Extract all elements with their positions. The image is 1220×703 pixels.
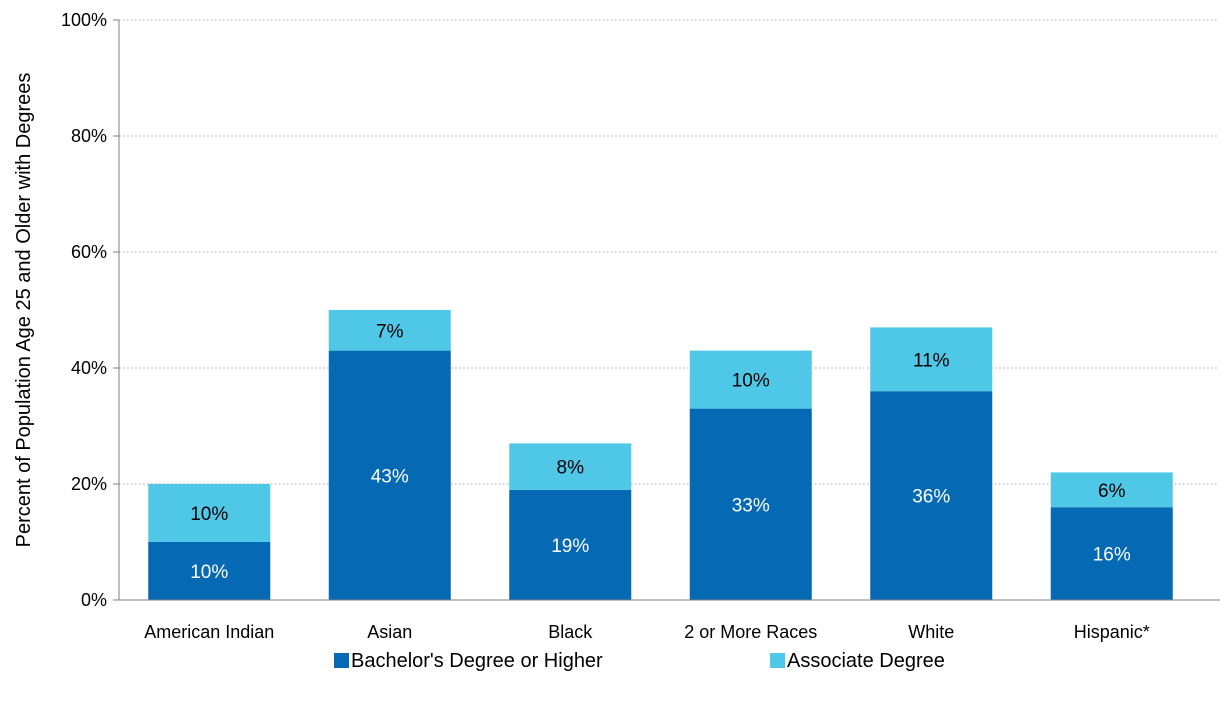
x-category-label: Asian — [367, 622, 412, 642]
legend: Bachelor's Degree or Higher Associate De… — [334, 650, 945, 672]
bars — [148, 310, 1173, 600]
data-labels: 10% 10% 43% 7% 19% 8% 33% 10% 36% 11% 16% 6% — [190, 321, 1131, 583]
data-label: 7% — [376, 321, 404, 342]
x-category-label: Black — [548, 622, 593, 642]
data-label: 16% — [1093, 545, 1131, 566]
bar-segment — [689, 408, 812, 600]
bar-segment — [328, 310, 451, 351]
bar-segment — [509, 489, 632, 600]
bar-segment — [148, 484, 271, 542]
data-label: 6% — [1098, 481, 1126, 502]
data-label: 19% — [551, 536, 589, 557]
bar-segment — [1050, 472, 1173, 508]
data-label: 10% — [190, 504, 228, 525]
legend-label-associate: Associate Degree — [787, 650, 945, 672]
data-label: 36% — [912, 487, 950, 508]
y-tick-label: 40% — [71, 358, 107, 378]
y-tick-label: 20% — [71, 474, 107, 494]
data-label: 43% — [371, 466, 409, 487]
axes — [118, 20, 1220, 601]
legend-swatch-bachelors — [334, 653, 349, 668]
bar-segment — [870, 327, 993, 392]
legend-swatch-associate — [770, 653, 785, 668]
bar-segment — [328, 350, 451, 600]
y-tick-label: 0% — [81, 590, 107, 610]
y-tick-label: 100% — [61, 10, 107, 30]
bar-segment — [509, 443, 632, 490]
bar-segment — [148, 542, 271, 600]
x-category-label: White — [908, 622, 954, 642]
x-category-label: 2 or More Races — [684, 622, 817, 642]
x-axis-categories: American Indian Asian Black 2 or More Races… — [144, 622, 1150, 642]
y-tick-label: 60% — [71, 242, 107, 262]
x-category-label: American Indian — [144, 622, 274, 642]
legend-label-bachelors: Bachelor's Degree or Higher — [351, 650, 603, 672]
y-axis-ticks: 0% 20% 40% 60% 80% 100% — [61, 10, 119, 610]
data-label: 11% — [913, 350, 950, 371]
data-label: 33% — [732, 495, 770, 516]
x-category-label: Hispanic* — [1074, 622, 1150, 642]
bar-segment — [870, 391, 993, 600]
y-tick-label: 80% — [71, 126, 107, 146]
data-label: 8% — [557, 458, 585, 479]
data-label: 10% — [732, 371, 770, 392]
bar-segment — [1050, 507, 1173, 600]
y-axis-label: Percent of Population Age 25 and Older w… — [13, 73, 35, 548]
data-label: 10% — [190, 562, 228, 583]
gridlines — [119, 19, 1218, 485]
bar-segment — [689, 350, 812, 409]
